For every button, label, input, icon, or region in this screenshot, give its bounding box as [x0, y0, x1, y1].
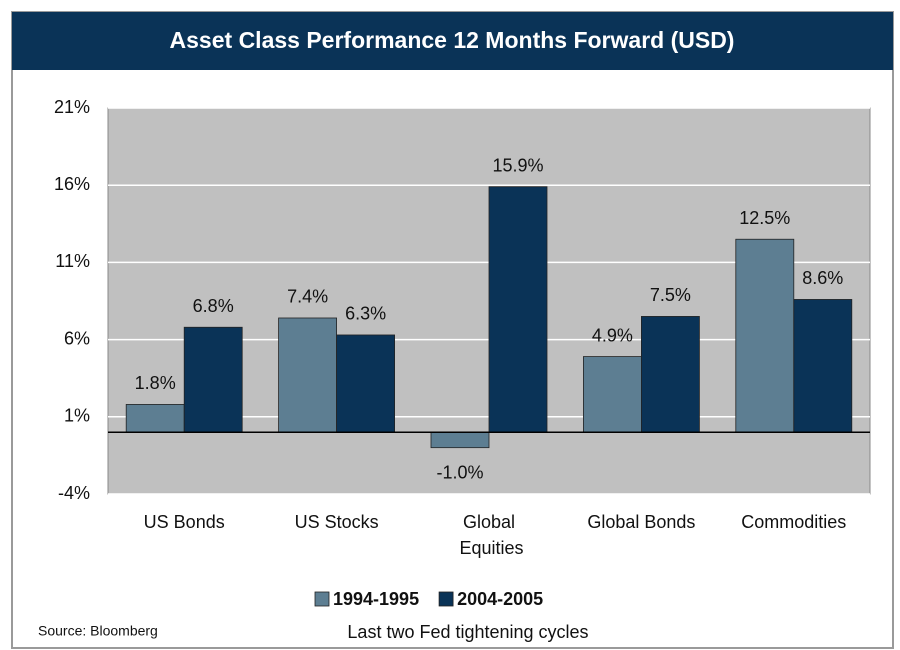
y-tick-label: 11% — [55, 251, 90, 271]
value-label: 1.8% — [135, 373, 176, 393]
value-label: 7.4% — [287, 287, 328, 307]
source: Source: Bloomberg — [38, 623, 158, 639]
x-tick-label: Commodities — [741, 512, 846, 532]
x-tick-label: Global Bonds — [587, 512, 695, 532]
bar — [125, 404, 185, 433]
legend-swatch — [438, 591, 454, 607]
bar — [336, 334, 396, 433]
x-tick-label: Global Equities — [454, 512, 523, 558]
value-label: 4.9% — [592, 325, 633, 345]
title-bar — [12, 12, 893, 70]
value-label: -1.0% — [436, 462, 483, 482]
y-tick-label: -4% — [58, 483, 90, 503]
x-tick-label: US Stocks — [295, 512, 379, 532]
bar — [735, 238, 795, 433]
bar — [278, 317, 338, 433]
bar — [793, 299, 853, 433]
value-label: 8.6% — [802, 268, 843, 288]
y-tick-label: 1% — [64, 406, 90, 426]
bar — [430, 431, 490, 449]
bar — [641, 316, 700, 433]
bar — [488, 186, 548, 433]
value-label: 6.3% — [345, 304, 386, 324]
y-tick-label: 6% — [64, 328, 90, 348]
value-label: 12.5% — [739, 208, 790, 228]
value-label: 7.5% — [650, 285, 691, 305]
y-tick-label: 21% — [54, 97, 90, 117]
legend-label: 1994-1995 — [333, 589, 419, 609]
y-tick-label: 16% — [54, 174, 90, 194]
note: Last two Fed tightening cycles — [347, 622, 588, 642]
value-label: 15.9% — [492, 155, 543, 175]
legend-label: 2004-2005 — [457, 589, 543, 609]
legend-swatch — [314, 591, 330, 607]
x-tick-label: US Bonds — [144, 512, 225, 532]
bar — [583, 356, 642, 433]
chart-title: Asset Class Performance 12 Months Forwar… — [170, 27, 735, 53]
bar — [183, 326, 243, 433]
value-label: 6.8% — [193, 296, 234, 316]
